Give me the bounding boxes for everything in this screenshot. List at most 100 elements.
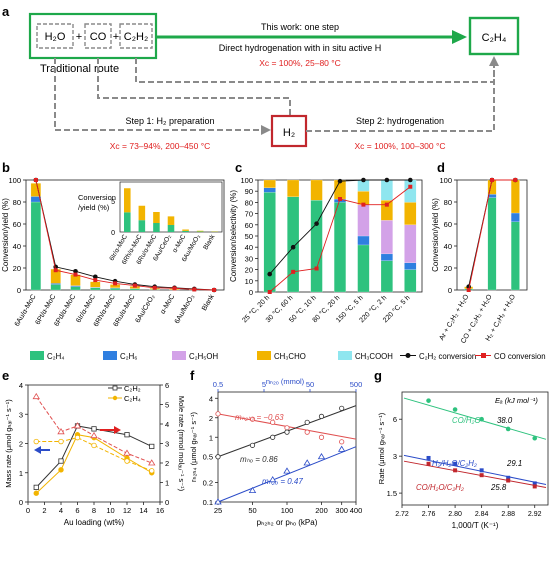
bar-segment xyxy=(310,200,323,293)
legend-label: CO conversion xyxy=(494,352,546,361)
data-point xyxy=(303,459,311,466)
x-tick-label: 10 xyxy=(106,506,114,515)
data-point xyxy=(248,486,257,493)
data-point xyxy=(32,392,40,400)
chart-f: 25 50 100 200 300 400 0.5 5 50 500 0.1 0.2 0.5 1 2 4 pₕ₂… xyxy=(189,377,362,527)
series-line xyxy=(36,437,152,472)
x-top-tick-label: 500 xyxy=(350,380,363,389)
data-point xyxy=(33,484,39,490)
y-tick-label: 50 xyxy=(245,232,253,241)
data-point xyxy=(249,416,256,422)
bar-segment xyxy=(357,244,370,293)
bar-segment xyxy=(357,191,370,205)
y-tick-label: 3 xyxy=(393,452,397,461)
inset-bar-ch3cho xyxy=(167,216,175,225)
co-conversion-point xyxy=(152,285,157,290)
y-tick-label: 3 xyxy=(19,410,23,419)
ea-value: 38.0 xyxy=(497,416,513,425)
panel-label-d: d xyxy=(437,160,445,175)
x-tick-label: 2.80 xyxy=(448,511,462,518)
legend-label: C₂H₄ xyxy=(124,394,141,403)
data-point xyxy=(318,434,325,440)
x-tick-label: 0 xyxy=(26,506,30,515)
co-conversion-point xyxy=(192,287,197,292)
x-tick-label: 6 xyxy=(75,506,79,515)
c2h2-conversion-point xyxy=(314,221,319,226)
x-tick-label: 50 xyxy=(248,506,256,515)
co-conversion-point xyxy=(33,178,38,182)
data-point xyxy=(453,468,458,473)
plot-frame xyxy=(25,179,225,291)
chart-c: 0 10 20 30 40 50 60 70 80 90 100Conversion/selecti… xyxy=(229,176,423,324)
co-conversion-point xyxy=(314,266,319,271)
legend-swatch xyxy=(30,351,44,360)
panel-label-e: e xyxy=(2,368,9,383)
bar-segment xyxy=(380,253,393,261)
plot-frame xyxy=(401,391,549,506)
y-tick-label: 10 xyxy=(245,277,253,286)
x-tick-label: 2.92 xyxy=(528,511,542,518)
panel-label-g: g xyxy=(374,368,382,383)
y-right-tick-label: 2 xyxy=(165,459,169,468)
y-tick-label: 80 xyxy=(245,198,253,207)
x-tick-label: 2.72 xyxy=(395,511,409,518)
one-step-arrow-head xyxy=(452,30,467,44)
data-point xyxy=(532,435,538,441)
co-conversion-point xyxy=(93,278,98,283)
inset-bar-ch3cho xyxy=(138,205,146,221)
co-conversion-point xyxy=(132,283,137,288)
category-label: Blank xyxy=(201,293,216,312)
panel-label-b: b xyxy=(2,160,10,175)
data-point xyxy=(215,454,221,460)
c2h2-conversion-point xyxy=(337,178,343,184)
legend-label: C₂H₅OH xyxy=(189,352,218,361)
inset-y-tick-label: 0 xyxy=(111,230,115,237)
data-point xyxy=(426,455,431,460)
data-point xyxy=(426,398,431,403)
panel-a: a H₂O + CO + C₂H₂ Traditional route This… xyxy=(2,4,520,151)
legend: C₂H₄ C₂H₆ C₂H₅OH CH₃CHO CH₃COOH C₂H₂ conversi… xyxy=(30,351,546,361)
data-point xyxy=(58,467,64,473)
y-tick-label: 20 xyxy=(245,266,253,275)
series-label: mₕ₂ₒ = 0.47 xyxy=(262,477,303,486)
bar-segment xyxy=(511,179,520,214)
inset-bar-c2h4 xyxy=(196,231,204,232)
product-c2h4: C₂H₄ xyxy=(482,32,507,44)
right-axis-arrow-head xyxy=(114,426,121,434)
bar-segment xyxy=(70,286,81,291)
h2o-box xyxy=(36,23,74,49)
x-tick-label: 2.84 xyxy=(475,511,489,518)
co-conversion-point xyxy=(291,269,296,274)
data-point xyxy=(58,458,64,464)
category-label: 6Au/CeO₂ xyxy=(135,293,157,324)
y-tick-label: 1 xyxy=(19,469,23,478)
co-conversion-point xyxy=(384,202,389,207)
bar-segment xyxy=(404,262,417,270)
y-tick-label: 0.1 xyxy=(203,498,213,507)
data-point xyxy=(453,461,458,466)
x-tick-label: 25 xyxy=(214,506,222,515)
legend-label: CH₃CHO xyxy=(274,352,306,361)
inset-bar-c2h4 xyxy=(124,212,131,232)
co-conversion-point xyxy=(172,286,177,291)
reactant-plus-1: + xyxy=(76,31,82,43)
data-point xyxy=(505,426,511,432)
y-tick-label: 100 xyxy=(439,176,452,185)
y-tick-label: 0 xyxy=(448,286,452,295)
data-point xyxy=(33,490,39,496)
fit-line xyxy=(403,397,547,440)
series-label: mₕₒ = 0.86 xyxy=(240,455,278,464)
y-tick-label: 70 xyxy=(245,210,253,219)
y-axis-label: rₕ₂ₕ₄ (μmol gₕₐₗ⁻¹ s⁻¹) xyxy=(189,411,198,482)
x-top-tick-label: 50 xyxy=(306,380,314,389)
y-tick-label: 6 xyxy=(393,415,397,424)
inset-bar-c2h4 xyxy=(167,224,175,232)
data-point xyxy=(426,461,431,466)
y-tick-label: 30 xyxy=(245,254,253,263)
y-tick-label: 60 xyxy=(245,221,253,230)
x-tick-label: 300 xyxy=(335,506,348,515)
data-point xyxy=(532,484,537,489)
inset-y-axis-label: Conversion xyxy=(78,193,116,202)
